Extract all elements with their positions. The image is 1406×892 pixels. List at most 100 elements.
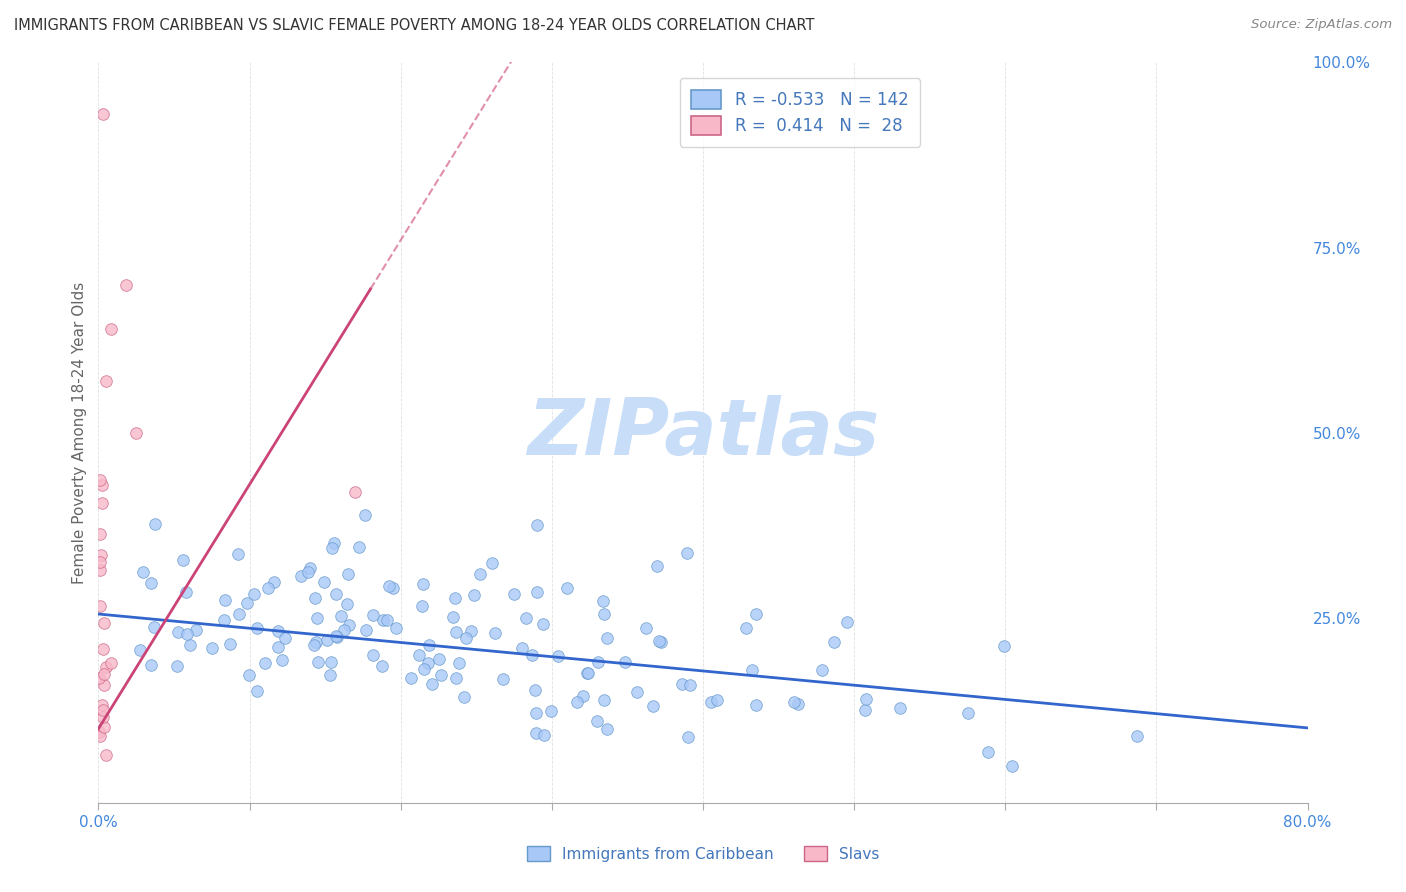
Point	[321, 541, 343, 555]
Point	[142, 620, 165, 634]
Point	[356, 623, 378, 637]
Point	[299, 560, 322, 574]
Text: IMMIGRANTS FROM CARIBBEAN VS SLAVIC FEMALE POVERTY AMONG 18-24 YEAR OLDS CORRELA: IMMIGRANTS FROM CARIBBEAN VS SLAVIC FEMA…	[14, 18, 814, 33]
Point	[706, 693, 728, 707]
Point	[593, 607, 616, 622]
Point	[745, 607, 768, 622]
Point	[305, 634, 328, 648]
Point	[200, 640, 222, 655]
Point	[305, 611, 328, 625]
Point	[246, 621, 269, 635]
Point	[416, 656, 439, 670]
Point	[176, 626, 198, 640]
Point	[522, 648, 544, 663]
Point	[172, 553, 194, 567]
Point	[671, 676, 693, 690]
Point	[429, 668, 451, 682]
Point	[228, 607, 250, 621]
Point	[90, 548, 112, 562]
Point	[236, 596, 259, 610]
Point	[441, 610, 464, 624]
Point	[139, 657, 162, 672]
Point	[125, 425, 148, 440]
Point	[184, 624, 207, 638]
Point	[325, 587, 347, 601]
Point	[267, 640, 290, 655]
Point	[238, 667, 260, 681]
Point	[786, 697, 808, 711]
Y-axis label: Female Poverty Among 18-24 Year Olds: Female Poverty Among 18-24 Year Olds	[72, 282, 87, 583]
Point	[253, 656, 276, 670]
Point	[89, 599, 111, 613]
Point	[89, 527, 111, 541]
Point	[823, 635, 845, 649]
Point	[645, 559, 668, 574]
Point	[290, 568, 312, 582]
Point	[373, 613, 395, 627]
Point	[377, 613, 399, 627]
Point	[427, 652, 450, 666]
Point	[91, 641, 114, 656]
Point	[297, 566, 319, 580]
Point	[89, 555, 111, 569]
Point	[336, 597, 359, 611]
Point	[567, 695, 589, 709]
Point	[484, 625, 506, 640]
Point	[783, 695, 806, 709]
Point	[626, 684, 648, 698]
Point	[592, 693, 614, 707]
Point	[87, 724, 110, 739]
Point	[540, 704, 562, 718]
Point	[576, 665, 599, 680]
Point	[228, 547, 250, 561]
Point	[93, 710, 115, 724]
Point	[526, 517, 548, 532]
Text: ZIPatlas: ZIPatlas	[527, 394, 879, 471]
Point	[344, 484, 367, 499]
Point	[91, 107, 114, 121]
Point	[446, 625, 468, 640]
Point	[267, 624, 290, 639]
Text: Source: ZipAtlas.com: Source: ZipAtlas.com	[1251, 18, 1392, 31]
Point	[524, 683, 547, 698]
Point	[678, 678, 700, 692]
Point	[384, 621, 406, 635]
Point	[735, 621, 758, 635]
Point	[263, 574, 285, 589]
Point	[641, 698, 664, 713]
Point	[837, 615, 859, 629]
Point	[576, 665, 599, 680]
Legend: Immigrants from Caribbean, Slavs: Immigrants from Caribbean, Slavs	[519, 838, 887, 869]
Point	[531, 617, 554, 632]
Point	[329, 609, 352, 624]
Point	[370, 658, 392, 673]
Point	[246, 684, 269, 698]
Point	[592, 594, 614, 608]
Point	[307, 656, 329, 670]
Point	[141, 575, 163, 590]
Point	[174, 585, 197, 599]
Point	[89, 671, 111, 685]
Point	[399, 671, 422, 685]
Point	[332, 623, 354, 637]
Point	[571, 689, 593, 703]
Point	[524, 726, 547, 740]
Point	[214, 613, 236, 627]
Point	[89, 563, 111, 577]
Point	[855, 691, 877, 706]
Point	[336, 567, 359, 582]
Point	[321, 656, 343, 670]
Point	[447, 657, 470, 671]
Point	[93, 678, 115, 692]
Point	[586, 656, 609, 670]
Point	[956, 706, 979, 720]
Point	[889, 701, 911, 715]
Point	[270, 653, 292, 667]
Point	[811, 663, 834, 677]
Point	[993, 639, 1015, 653]
Point	[90, 496, 112, 510]
Point	[700, 695, 723, 709]
Point	[1001, 759, 1024, 773]
Point	[468, 567, 491, 582]
Point	[503, 587, 526, 601]
